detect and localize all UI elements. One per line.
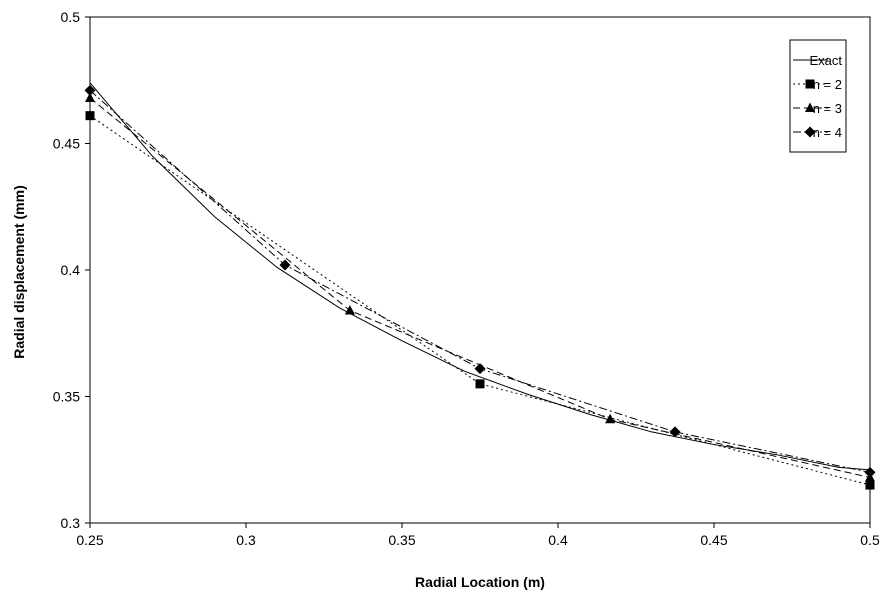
y-axis-title: Radial displacement (mm) (11, 185, 27, 359)
x-tick-label: 0.5 (860, 532, 880, 548)
y-tick-label: 0.45 (53, 136, 80, 152)
y-tick-label: 0.5 (61, 9, 81, 25)
x-tick-label: 0.3 (236, 532, 256, 548)
data-point-n-4 (669, 426, 681, 438)
data-point-n-4 (279, 259, 291, 271)
legend-marker-n-3 (805, 102, 815, 112)
data-point-n-3 (344, 304, 355, 315)
legend-label-n-4: n = 4 (813, 125, 842, 140)
y-tick-label: 0.35 (53, 389, 80, 405)
series-line-n-2 (89, 115, 871, 486)
x-tick-label: 0.25 (76, 532, 103, 548)
data-point-n-2 (865, 480, 875, 490)
legend-box (789, 39, 847, 153)
data-point-n-2 (85, 111, 95, 121)
y-tick-label: 0.4 (61, 262, 81, 278)
series-line-n-4 (89, 89, 871, 473)
data-point-n-2 (475, 379, 485, 389)
plot-frame (89, 16, 871, 524)
series-line-exact (89, 82, 871, 471)
data-point-n-4 (84, 84, 96, 96)
x-tick-label: 0.35 (388, 532, 415, 548)
plot-area: 0.25 0.3 0.35 0.4 0.45 0.50.30.350.40.450.5Ex… (53, 9, 880, 548)
x-axis-title: Radial Location (m) (415, 574, 545, 590)
data-point-n-3 (605, 413, 616, 424)
legend-label-n-3: n = 3 (813, 101, 842, 116)
data-point-n-4 (474, 363, 486, 375)
legend-marker-n-4 (804, 126, 816, 138)
legend-marker-n-2 (805, 79, 815, 89)
x-tick-label: 0.45 (700, 532, 727, 548)
y-tick-label: 0.3 (61, 515, 81, 531)
x-tick-label: 0.4 (548, 532, 568, 548)
series-line-n-3 (89, 97, 871, 478)
legend-label-n-2: n = 2 (813, 77, 842, 92)
legend-label-exact: Exact (809, 53, 842, 68)
data-point-n-4 (864, 466, 876, 478)
data-point-n-3 (85, 92, 95, 102)
